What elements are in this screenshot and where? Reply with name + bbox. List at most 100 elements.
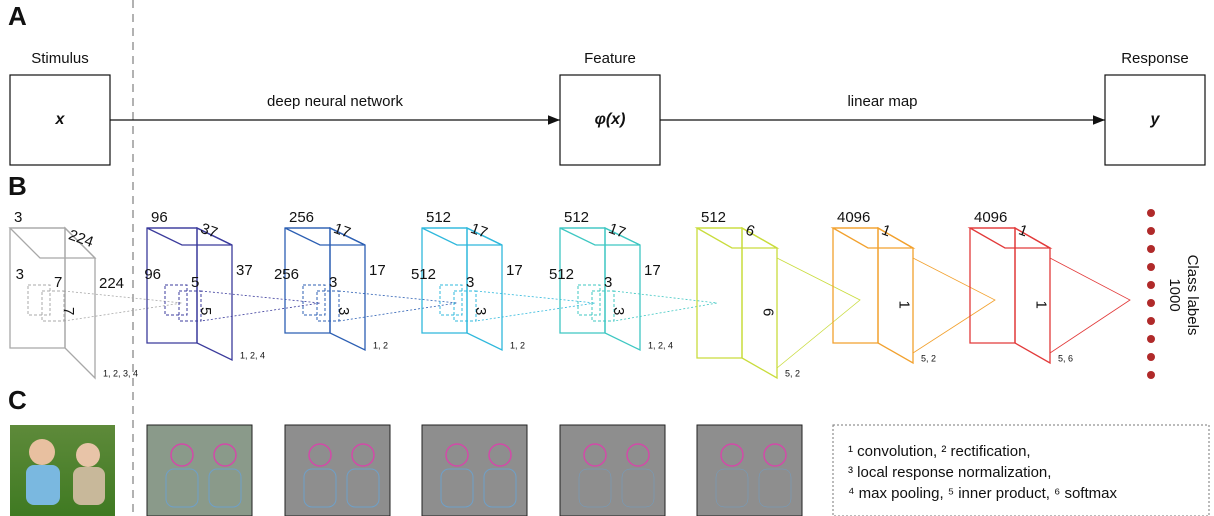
layer-width: 17 bbox=[606, 220, 627, 242]
projection bbox=[339, 291, 457, 321]
layer bbox=[147, 228, 232, 360]
kernel-face bbox=[42, 291, 64, 321]
kernel-w: 3 bbox=[604, 274, 612, 291]
layer-height: 1 bbox=[1033, 301, 1050, 309]
kernel-depth: 256 bbox=[274, 266, 299, 283]
kernel-face bbox=[28, 285, 50, 315]
kernel-face bbox=[165, 285, 187, 315]
layer-height: 1 bbox=[896, 301, 913, 309]
projection bbox=[1050, 258, 1130, 353]
stage-title: Stimulus bbox=[31, 50, 89, 67]
layer-face bbox=[697, 228, 777, 248]
layer-face bbox=[833, 228, 913, 248]
layer-depth: 256 bbox=[289, 209, 314, 226]
class-dot bbox=[1147, 263, 1155, 271]
projection bbox=[913, 258, 995, 353]
kernel-face bbox=[179, 291, 201, 321]
class-dot bbox=[1147, 209, 1155, 217]
layer-width: 37 bbox=[198, 220, 219, 242]
map-bg bbox=[285, 425, 390, 516]
layer-depth: 96 bbox=[151, 209, 168, 226]
kernel-face bbox=[440, 285, 462, 315]
layer-height: 17 bbox=[644, 262, 661, 279]
feature-map bbox=[560, 425, 665, 516]
class-dot bbox=[1147, 245, 1155, 253]
layer-face bbox=[833, 228, 878, 343]
layer-height: 6 bbox=[760, 308, 777, 316]
kernel-w: 5 bbox=[191, 274, 199, 291]
layer-width: 1 bbox=[879, 222, 893, 241]
layer-ops: 5, 6 bbox=[1058, 353, 1073, 363]
layer-width: 224 bbox=[66, 227, 95, 252]
layer-face bbox=[65, 228, 95, 378]
map-bg bbox=[147, 425, 252, 516]
kernel-face bbox=[303, 285, 325, 315]
kernel-face bbox=[454, 291, 476, 321]
map-bg bbox=[560, 425, 665, 516]
feature-map bbox=[285, 425, 390, 516]
stage-symbol: x bbox=[55, 111, 66, 128]
layer-ops: 1, 2 bbox=[510, 340, 525, 350]
layer-height: 224 bbox=[99, 275, 124, 292]
layer-ops: 1, 2 bbox=[373, 340, 388, 350]
kernel-h: 7 bbox=[60, 307, 77, 315]
layer-width: 1 bbox=[1016, 222, 1030, 241]
layer bbox=[10, 228, 95, 378]
figure: A B C StimulusxFeatureφ(x)Responseydeep … bbox=[0, 0, 1214, 516]
projection bbox=[201, 291, 320, 321]
layer-depth: 4096 bbox=[974, 209, 1007, 226]
layer-width: 17 bbox=[468, 220, 489, 242]
kernel-w: 7 bbox=[54, 274, 62, 291]
kernel-h: 3 bbox=[472, 307, 489, 315]
layer-ops: 1, 2, 4 bbox=[240, 350, 265, 360]
feature-map bbox=[422, 425, 527, 516]
stage-symbol: φ(x) bbox=[595, 111, 626, 128]
layer-depth: 4096 bbox=[837, 209, 870, 226]
class-dot bbox=[1147, 227, 1155, 235]
layer-ops: 5, 2 bbox=[785, 368, 800, 378]
layer-depth: 512 bbox=[426, 209, 451, 226]
legend-line: ⁴ max pooling, ⁵ inner product, ⁶ softma… bbox=[848, 485, 1117, 502]
output-label: Class labels bbox=[1184, 255, 1201, 336]
legend-line: ³ local response normalization, bbox=[848, 464, 1051, 481]
layer-face bbox=[285, 228, 365, 245]
map-bg bbox=[697, 425, 802, 516]
map-bg bbox=[422, 425, 527, 516]
class-dot bbox=[1147, 353, 1155, 361]
arrow-label: deep neural network bbox=[267, 93, 403, 110]
stage-title: Feature bbox=[584, 50, 636, 67]
layer-face bbox=[197, 228, 232, 360]
layer-ops: 1, 2, 4 bbox=[648, 340, 673, 350]
stage-title: Response bbox=[1121, 50, 1189, 67]
kernel-depth: 512 bbox=[411, 266, 436, 283]
kernel-w: 3 bbox=[329, 274, 337, 291]
layer-face bbox=[970, 228, 1050, 248]
panel-label: B bbox=[8, 171, 27, 201]
layer-face bbox=[742, 228, 777, 378]
projection bbox=[64, 291, 182, 321]
panel-c bbox=[10, 425, 802, 516]
projection bbox=[614, 291, 717, 321]
layer-height: 17 bbox=[506, 262, 523, 279]
kernel-face bbox=[317, 291, 339, 321]
layer-face bbox=[422, 228, 502, 245]
layer-width: 17 bbox=[331, 220, 352, 242]
layer-depth: 3 bbox=[14, 209, 22, 226]
output-count: 1000 bbox=[1166, 278, 1183, 311]
kernel-h: 5 bbox=[197, 307, 214, 315]
class-dot bbox=[1147, 317, 1155, 325]
kernel-h: 3 bbox=[610, 307, 627, 315]
kernel-depth: 96 bbox=[144, 266, 161, 283]
layer-depth: 512 bbox=[701, 209, 726, 226]
layer-depth: 512 bbox=[564, 209, 589, 226]
projection bbox=[476, 291, 595, 321]
panel-label: C bbox=[8, 385, 27, 415]
legend-line: ¹ convolution, ² rectification, bbox=[848, 443, 1031, 460]
layer-height: 17 bbox=[369, 262, 386, 279]
layer-ops: 1, 2, 3, 4 bbox=[103, 368, 138, 378]
kernel-h: 3 bbox=[335, 307, 352, 315]
layer-width: 6 bbox=[743, 222, 757, 241]
layer-height: 37 bbox=[236, 262, 253, 279]
